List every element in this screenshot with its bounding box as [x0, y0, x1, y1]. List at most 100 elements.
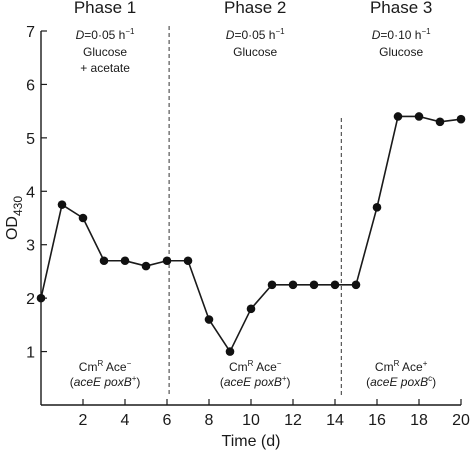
- data-point: [393, 112, 403, 121]
- dilution-rate: D=0·05 h−1: [226, 27, 285, 42]
- strain-genotype: (aceE poxB+): [220, 374, 291, 389]
- x-tick-label: 4: [121, 412, 130, 429]
- data-point: [456, 114, 466, 124]
- genotype-open-paren: (: [70, 375, 74, 389]
- data-point: [183, 256, 193, 266]
- strain-ace-superscript: −: [127, 359, 132, 368]
- genotype-genes: aceE poxB: [370, 375, 428, 389]
- genotype-close-paren: ): [287, 375, 291, 389]
- strain-ace: Ace: [253, 360, 277, 374]
- x-tick-label: 2: [79, 412, 88, 429]
- data-point: [78, 213, 88, 223]
- data-point: [351, 280, 361, 290]
- strain-ace-superscript: −: [277, 359, 282, 368]
- y-tick-label: 5: [26, 131, 35, 148]
- phase-title: Phase 2: [224, 0, 286, 17]
- data-point: [246, 304, 256, 314]
- phase-dividers: [168, 26, 342, 396]
- strain-genotype: (aceE poxBc): [366, 374, 436, 389]
- strain-ace: Ace: [399, 360, 423, 374]
- strain-ace-superscript: +: [423, 359, 428, 368]
- x-tick-label: 20: [452, 412, 470, 429]
- x-tick-label: 18: [410, 412, 428, 429]
- phase-1-labels: Phase 1 D=0·05 h−1 Glucose + acetate CmR Ace…: [70, 0, 141, 389]
- data-point: [330, 280, 340, 290]
- y-tick-label: 3: [26, 238, 35, 255]
- genotype-close-paren: ): [432, 375, 436, 389]
- y-axis-title: OD430: [4, 196, 25, 240]
- data-point: [288, 280, 298, 290]
- data-series: [36, 112, 466, 356]
- genotype-close-paren: ): [136, 375, 140, 389]
- strain-genotype: (aceE poxB+): [70, 374, 141, 389]
- y-tick-label: 6: [26, 77, 35, 94]
- dilution-rate-exponent: −1: [125, 27, 135, 36]
- dilution-rate-value: =0·05 h: [84, 28, 125, 42]
- data-point: [309, 280, 319, 290]
- medium-label: Glucose: [83, 45, 127, 59]
- y-axis-title-main: OD: [4, 216, 21, 240]
- dilution-rate-value: =0·05 h: [234, 28, 275, 42]
- data-point: [225, 347, 235, 356]
- data-point: [267, 280, 277, 290]
- genotype-genes: aceE poxB: [224, 375, 282, 389]
- y-axis-title-subscript: 430: [11, 196, 25, 216]
- dilution-rate-exponent: −1: [421, 27, 431, 36]
- x-tick-label: 12: [284, 412, 302, 429]
- strain-cm-superscript: R: [248, 359, 254, 368]
- x-axis-title: Time (d): [222, 433, 281, 450]
- phase-title: Phase 1: [74, 0, 136, 17]
- strain-phenotype: CmR Ace−: [229, 359, 282, 374]
- phase-title: Phase 3: [370, 0, 432, 17]
- strain-cm: Cm: [79, 360, 98, 374]
- genotype-superscript: c: [428, 374, 432, 383]
- genotype-superscript: +: [132, 374, 137, 383]
- medium-label: Glucose: [379, 45, 423, 59]
- strain-phenotype: CmR Ace−: [79, 359, 132, 374]
- y-tick-label: 1: [26, 345, 35, 362]
- strain-cm: Cm: [375, 360, 394, 374]
- data-point: [162, 256, 172, 266]
- dilution-rate-value: =0·10 h: [380, 28, 421, 42]
- dilution-rate: D=0·05 h−1: [76, 27, 135, 42]
- x-tick-label: 16: [368, 412, 386, 429]
- genotype-open-paren: (: [366, 375, 370, 389]
- data-point: [99, 256, 109, 266]
- medium-label: + acetate: [80, 61, 130, 75]
- y-tick-label: 4: [26, 184, 35, 201]
- data-point: [435, 117, 445, 127]
- data-point: [57, 200, 67, 209]
- data-point: [204, 315, 214, 324]
- data-point: [414, 112, 424, 121]
- medium-label: Glucose: [233, 45, 277, 59]
- genotype-superscript: +: [282, 374, 287, 383]
- dilution-rate-symbol: D: [226, 28, 235, 42]
- dilution-rate: D=0·10 h−1: [372, 27, 431, 42]
- data-point: [141, 261, 151, 271]
- y-tick-label: 7: [26, 24, 35, 41]
- genotype-genes: aceE poxB: [74, 375, 132, 389]
- series-line: [40, 115, 462, 353]
- genotype-open-paren: (: [220, 375, 224, 389]
- data-point: [36, 293, 46, 303]
- strain-phenotype: CmR Ace+: [375, 359, 428, 374]
- strain-cm-superscript: R: [97, 359, 103, 368]
- strain-ace: Ace: [103, 360, 127, 374]
- dilution-rate-symbol: D: [372, 28, 381, 42]
- data-point: [372, 203, 382, 212]
- data-point: [120, 256, 130, 266]
- x-tick-label: 6: [163, 412, 172, 429]
- x-tick-label: 8: [205, 412, 214, 429]
- x-tick-label: 14: [326, 412, 344, 429]
- dilution-rate-symbol: D: [76, 28, 85, 42]
- x-tick-label: 10: [242, 412, 260, 429]
- y-tick-label: 2: [26, 291, 35, 308]
- dilution-rate-exponent: −1: [275, 27, 285, 36]
- strain-cm: Cm: [229, 360, 248, 374]
- strain-cm-superscript: R: [394, 359, 400, 368]
